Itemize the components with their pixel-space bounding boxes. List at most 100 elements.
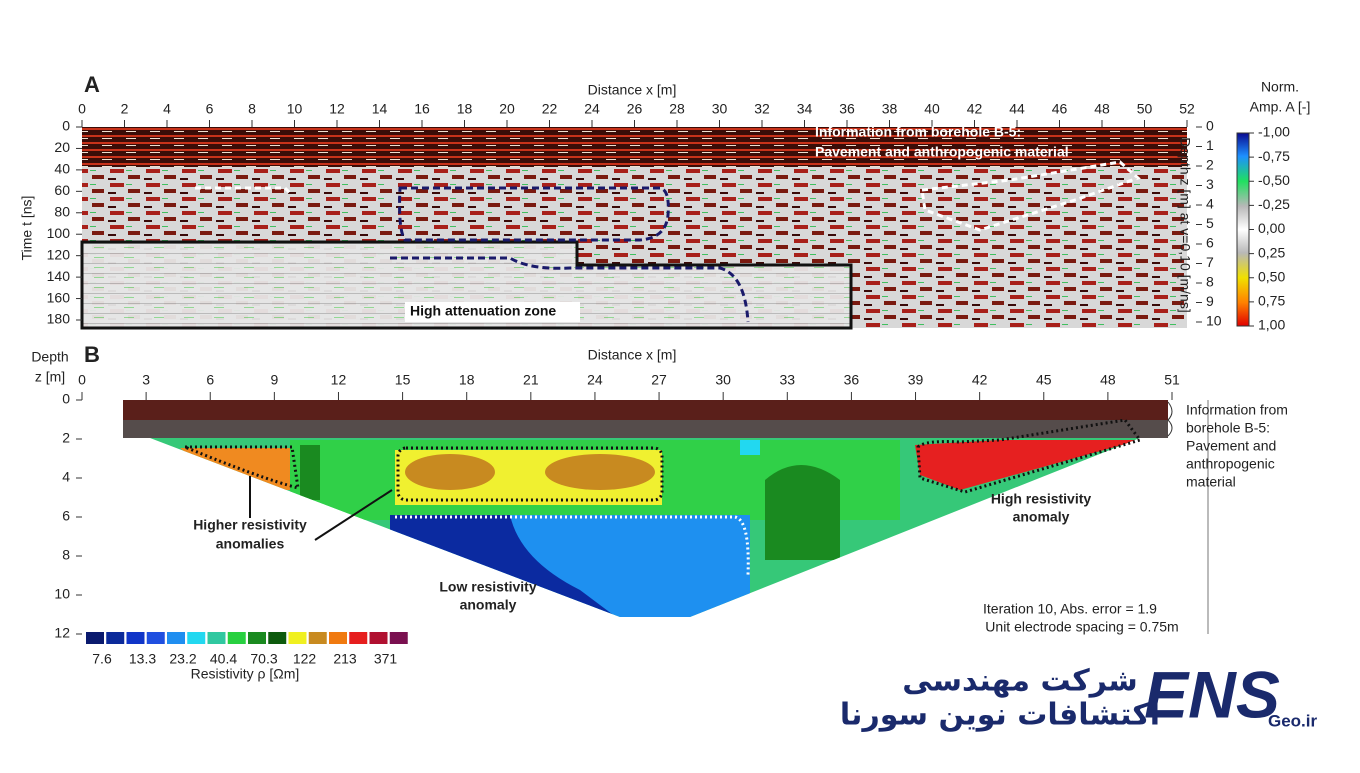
section-fill (405, 454, 495, 490)
label-bg (405, 302, 580, 322)
x-tick-label: 48 (1094, 101, 1110, 117)
colorbar-label: 1,00 (1258, 317, 1285, 333)
annotation: Low resistivity (439, 579, 536, 595)
x-tick-label: 8 (248, 101, 256, 117)
section-fill (765, 465, 840, 560)
x-tick-label: 42 (967, 101, 983, 117)
x-tick-label: 52 (1179, 101, 1195, 117)
x-tick-label: 18 (459, 372, 475, 388)
x-tick-label: 30 (715, 372, 731, 388)
x-tick-label: 51 (1164, 372, 1180, 388)
x-tick-label: 6 (206, 101, 214, 117)
y-tick-label: 6 (62, 508, 70, 524)
colorbar (1236, 132, 1250, 327)
x-tick-label: 14 (372, 101, 388, 117)
x-tick-label: 40 (924, 101, 940, 117)
y-tick-label: 160 (47, 289, 71, 305)
colorbar-label: 213 (333, 651, 357, 667)
colorbar-title: Amp. A [-] (1250, 99, 1311, 115)
radargram (80, 127, 1250, 330)
borehole-note: Information from (1186, 402, 1288, 418)
section-fill (915, 440, 1140, 490)
section-fill (180, 448, 290, 490)
arrow (314, 489, 393, 541)
anomaly-outline (916, 418, 1143, 494)
colorbar-cell (106, 632, 125, 644)
y-axis-title: z [m] (35, 369, 65, 385)
colorbar-cell (268, 632, 287, 644)
annotation: anomaly (1013, 509, 1070, 525)
logo-line: شرکت مهندسی (902, 664, 1138, 699)
colorbar-label: 371 (374, 651, 398, 667)
x-tick-label: 33 (780, 372, 796, 388)
colorbar-cell (288, 632, 307, 644)
section-top (123, 420, 1168, 438)
x-axis-title: Distance x [m] (588, 82, 677, 98)
y-tick-label: 120 (47, 246, 71, 262)
x-tick-label: 12 (331, 372, 347, 388)
x-tick-label: 24 (584, 101, 600, 117)
x-tick-label: 4 (163, 101, 171, 117)
x-tick-label: 46 (1052, 101, 1068, 117)
colorbar-title: Resistivity ρ [Ωm] (191, 666, 300, 682)
colorbar-label: 0,25 (1258, 244, 1285, 260)
x-tick-label: 3 (142, 372, 150, 388)
y2-tick-label: 3 (1206, 176, 1214, 192)
x-tick-label: 30 (712, 101, 728, 117)
colorbar-cell (227, 632, 246, 644)
attenuation-box (80, 240, 853, 330)
annotation: Information from borehole B-5: (815, 124, 1021, 140)
radargram-top (82, 127, 1187, 167)
colorbar-label: 122 (293, 651, 317, 667)
x-tick-label: 34 (797, 101, 813, 117)
y-tick-label: 60 (54, 182, 70, 198)
borehole-note: borehole B-5: (1186, 420, 1270, 436)
y-tick-label: 20 (54, 139, 70, 155)
logo: شرکت مهندسی اکتشافات نوین سورنا ENS Geo.… (840, 657, 1318, 732)
x-tick-label: 0 (78, 101, 86, 117)
borehole-note: material (1186, 474, 1236, 490)
y-tick-label: 8 (62, 547, 70, 563)
x-tick-label: 36 (844, 372, 860, 388)
y2-tick-label: 7 (1206, 254, 1214, 270)
annotation: anomalies (216, 536, 285, 552)
section-fill (300, 445, 320, 500)
y-tick-label: 10 (54, 586, 70, 602)
colorbar-cell (308, 632, 327, 644)
colorbar-label: -0,75 (1258, 148, 1290, 164)
annotation: High attenuation zone (410, 303, 556, 319)
y2-axis-title: Depth z [m] at v=0,10 [m/ns] (1177, 137, 1193, 312)
y2-tick-label: 10 (1206, 313, 1222, 329)
attenuation-fill (577, 265, 851, 328)
anomaly-outline (195, 186, 294, 197)
y-tick-label: 80 (54, 203, 70, 219)
y-tick-label: 100 (47, 225, 71, 241)
x-tick-label: 45 (1036, 372, 1052, 388)
y2-tick-label: 2 (1206, 157, 1214, 173)
colorbar-label: 7.6 (92, 651, 112, 667)
y2-tick-label: 0 (1206, 118, 1214, 134)
brace (1167, 401, 1173, 437)
panel-label: A (84, 72, 100, 97)
y-tick-label: 0 (62, 391, 70, 407)
colorbar-cell (86, 632, 104, 644)
y-tick-label: 0 (62, 118, 70, 134)
colorbar-label: 0,75 (1258, 293, 1285, 309)
annotation: Higher resistivity (193, 517, 307, 533)
x-tick-label: 36 (839, 101, 855, 117)
x-tick-label: 9 (270, 372, 278, 388)
x-axis-title: Distance x [m] (588, 347, 677, 363)
colorbar-label: 40.4 (210, 651, 237, 667)
annotation: anomaly (460, 597, 517, 613)
colorbar-label: -0,50 (1258, 172, 1290, 188)
y2-tick-label: 9 (1206, 293, 1214, 309)
y-tick-label: 140 (47, 268, 71, 284)
y-tick-label: 180 (47, 311, 71, 327)
colorbar-label: 23.2 (169, 651, 196, 667)
y-axis-title: Depth (31, 349, 68, 365)
x-tick-label: 15 (395, 372, 411, 388)
y-axis-title: Time t [ns] (19, 196, 35, 261)
y2-tick-label: 5 (1206, 215, 1214, 231)
colorbar-cell (187, 632, 206, 644)
logo-domain: Geo.ir (1268, 711, 1318, 730)
